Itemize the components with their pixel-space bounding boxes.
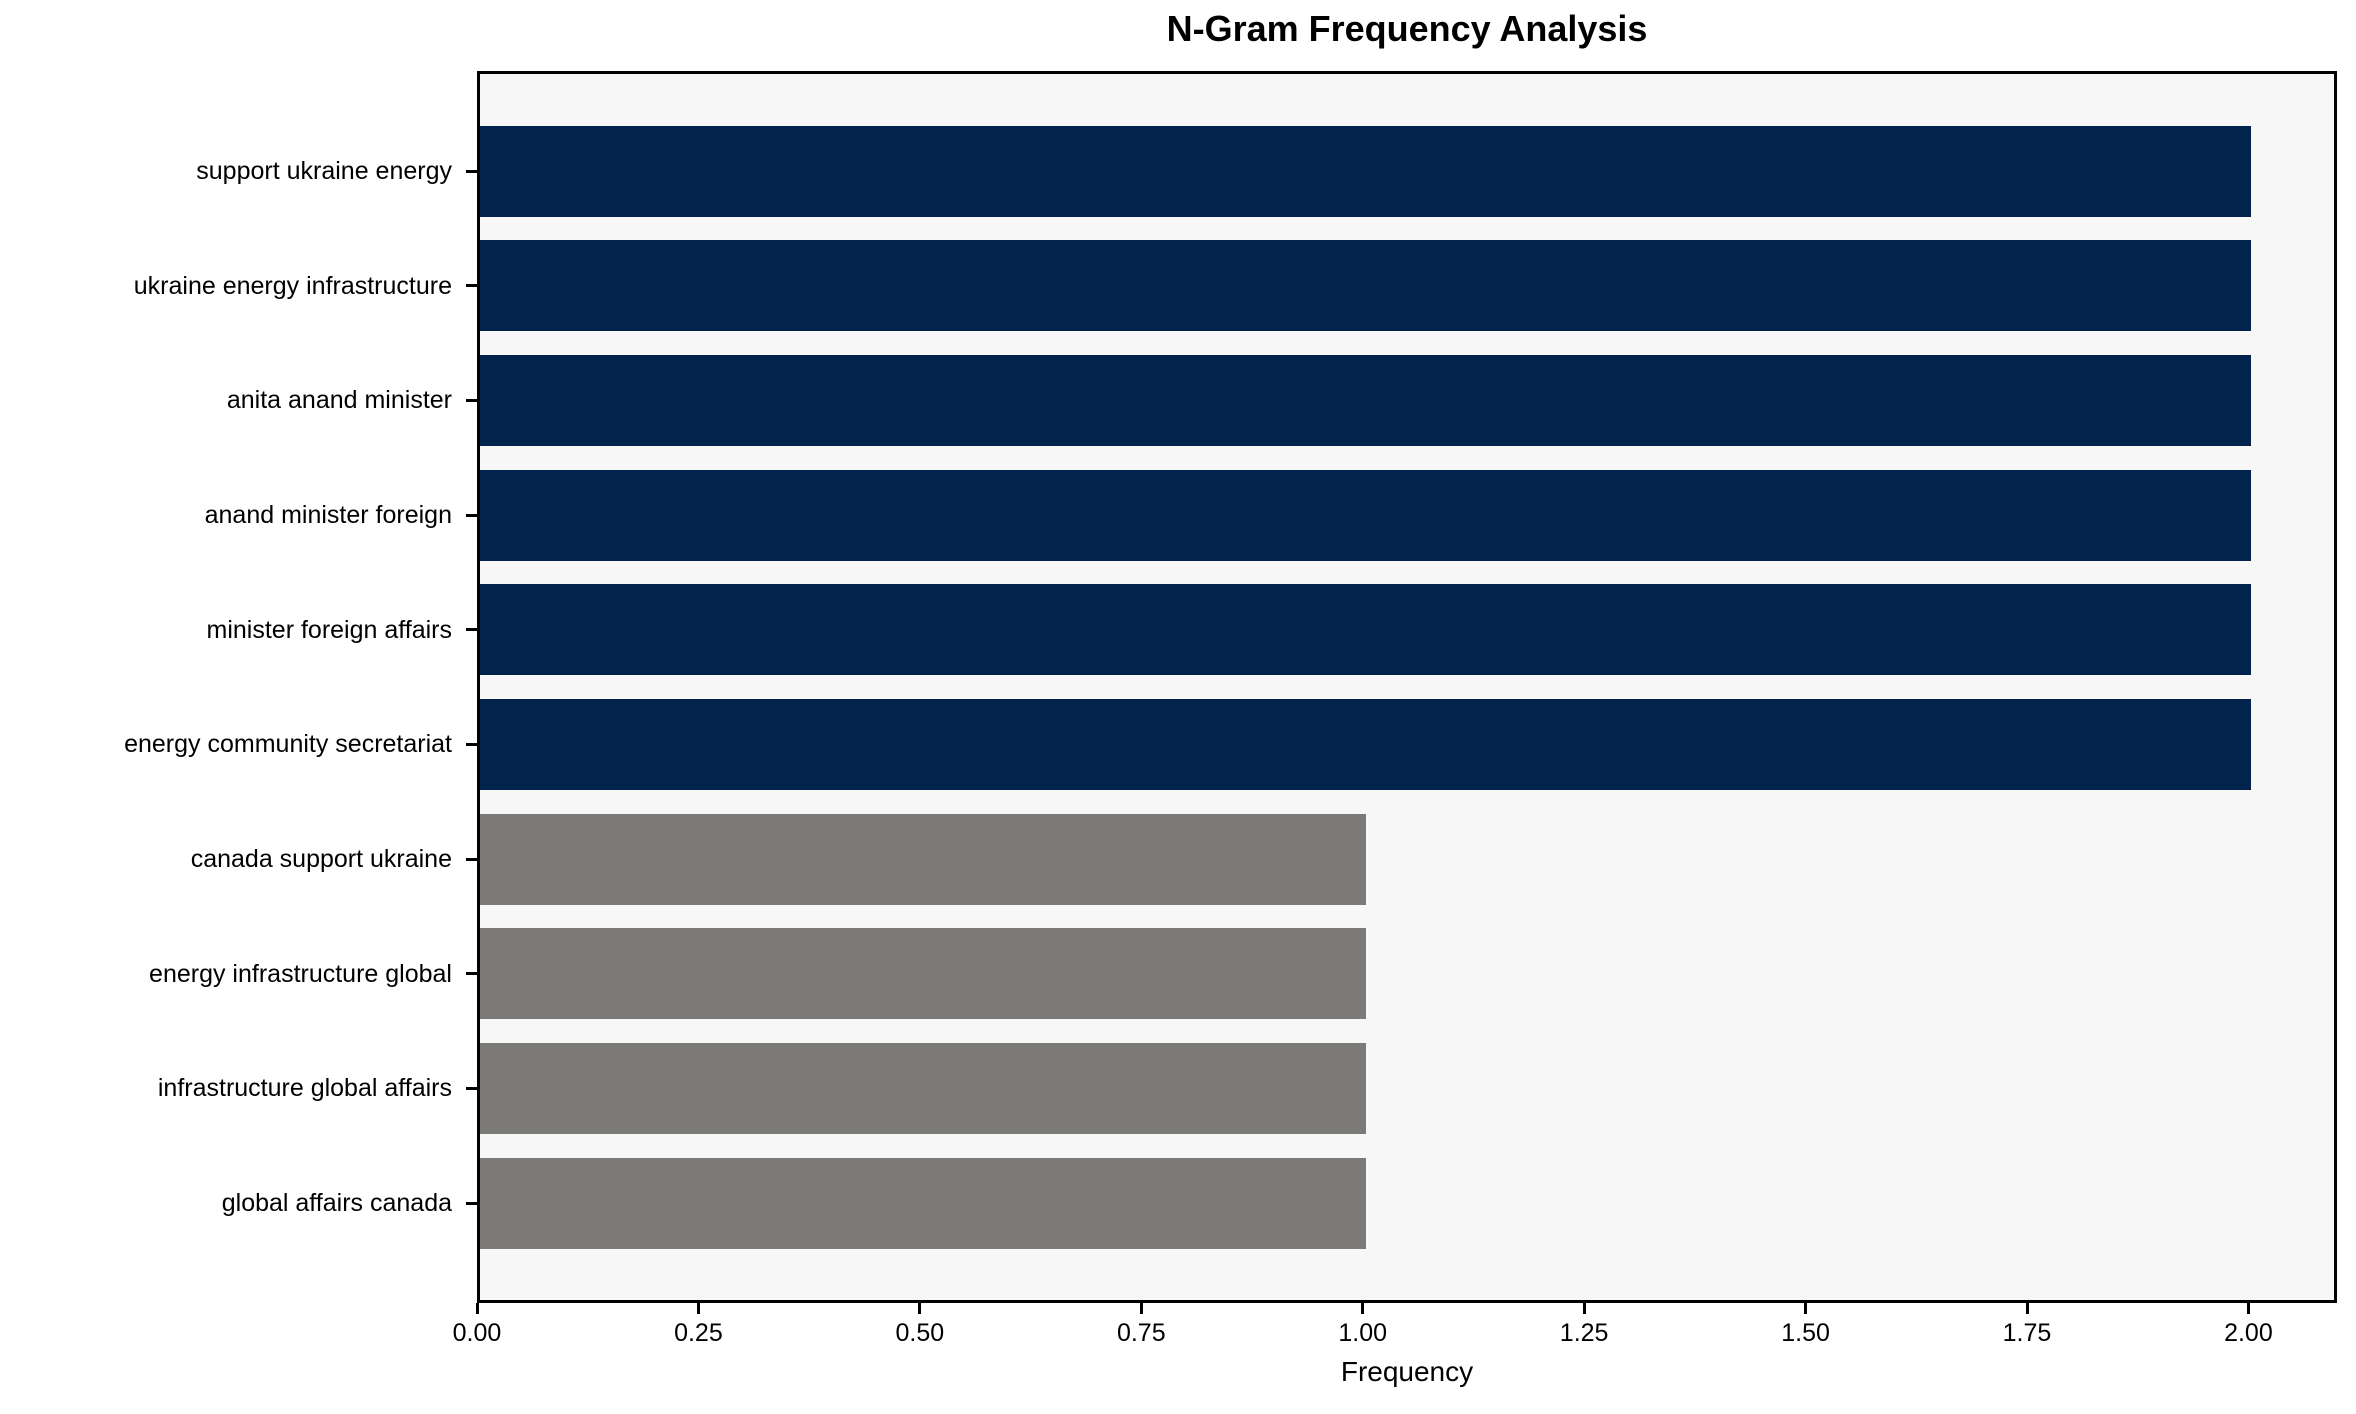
x-tick-label: 0.50 <box>895 1319 945 1347</box>
bar-anita-anand-minister <box>480 354 2252 446</box>
x-tick-mark <box>1139 1303 1143 1314</box>
x-tick-label: 0.75 <box>1116 1319 1166 1347</box>
y-tick-label: ukraine energy infrastructure <box>133 271 452 300</box>
y-tick-mark <box>466 972 477 976</box>
y-tick-mark <box>466 169 477 173</box>
x-tick-label: 0.25 <box>674 1319 723 1347</box>
y-tick-label: support ukraine energy <box>196 157 452 185</box>
bar-energy-infrastructure-global <box>480 928 1366 1020</box>
y-tick-mark <box>466 398 477 402</box>
x-tick-mark <box>918 1303 922 1314</box>
x-tick-label: 2.00 <box>2224 1319 2273 1347</box>
x-tick-label: 1.25 <box>1559 1319 1609 1347</box>
y-tick-label: anand minister foreign <box>204 501 452 529</box>
x-tick-mark <box>1804 1303 1808 1314</box>
bar-infrastructure-global-affairs <box>480 1042 1366 1134</box>
y-tick-mark <box>466 1201 477 1205</box>
x-tick-mark <box>1582 1303 1586 1314</box>
bar-energy-community-secretariat <box>480 698 2252 790</box>
y-tick-mark <box>466 513 477 517</box>
x-axis-title: Frequency <box>1340 1356 1474 1387</box>
y-tick-mark <box>466 284 477 288</box>
x-tick-label: 1.50 <box>1781 1319 1830 1347</box>
y-tick-label: canada support ukraine <box>190 845 452 873</box>
x-tick-mark <box>1361 1303 1365 1314</box>
x-tick-mark <box>2246 1303 2250 1314</box>
y-tick-mark <box>466 857 477 861</box>
y-tick-label: energy infrastructure global <box>149 959 452 988</box>
y-tick-mark <box>466 742 477 746</box>
plot-area <box>477 71 2337 1303</box>
x-tick-mark <box>475 1303 479 1314</box>
bar-minister-foreign-affairs <box>480 584 2252 676</box>
x-tick-label: 0.00 <box>452 1319 502 1347</box>
y-tick-mark <box>466 628 477 632</box>
x-tick-mark <box>696 1303 700 1314</box>
bar-support-ukraine-energy <box>480 125 2252 217</box>
chart-title: N-Gram Frequency Analysis <box>1166 8 1648 49</box>
x-tick-label: 1.75 <box>2002 1319 2052 1347</box>
y-tick-mark <box>466 1086 477 1090</box>
y-tick-label: energy community secretariat <box>124 730 452 759</box>
bar-global-affairs-canada <box>480 1157 1366 1249</box>
y-tick-label: global affairs canada <box>221 1189 452 1217</box>
bar-anand-minister-foreign <box>480 469 2252 561</box>
bar-ukraine-energy-infrastructure <box>480 240 2252 332</box>
y-tick-label: infrastructure global affairs <box>157 1074 452 1103</box>
y-tick-label: minister foreign affairs <box>206 615 452 644</box>
y-tick-label: anita anand minister <box>226 386 452 415</box>
x-tick-mark <box>2025 1303 2029 1314</box>
bar-canada-support-ukraine <box>480 813 1366 905</box>
x-tick-label: 1.00 <box>1338 1319 1388 1347</box>
